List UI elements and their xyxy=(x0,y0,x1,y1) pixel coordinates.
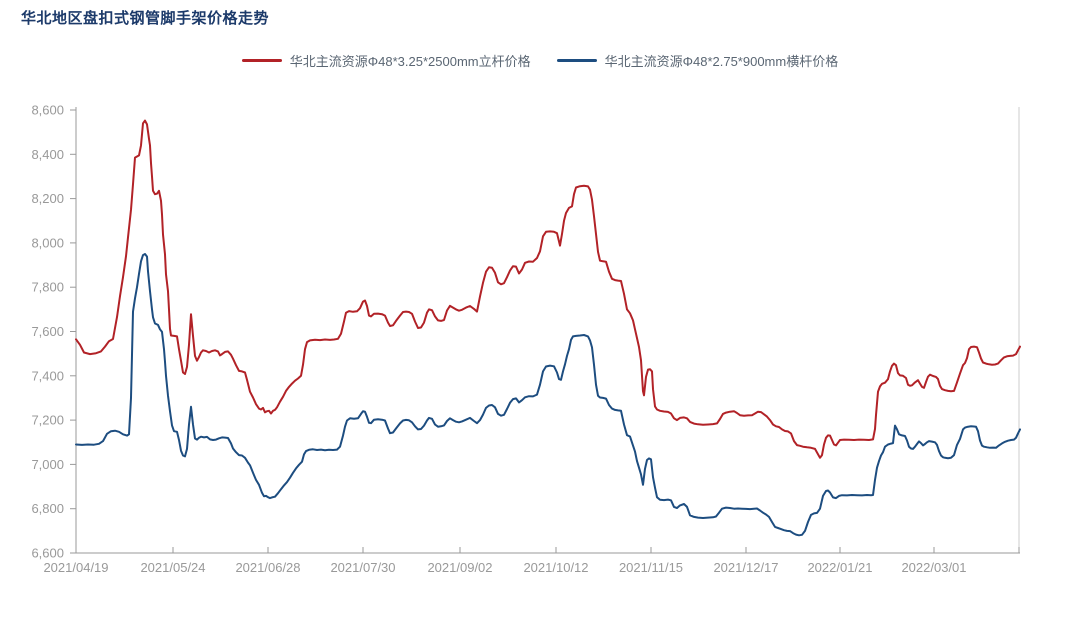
crossbar-price-line xyxy=(75,253,1021,537)
legend: 华北主流资源Φ48*3.25*2500mm立杆价格 华北主流资源Φ48*2.75… xyxy=(0,51,1080,70)
chart-title: 华北地区盘扣式钢管脚手架价格走势 xyxy=(21,10,270,27)
blue-line-swatch xyxy=(556,59,597,62)
legend-item-crossbar-price[interactable]: 华北主流资源Φ48*2.75*900mm横杆价格 xyxy=(556,51,839,70)
y-axis-label: 8,000 xyxy=(31,235,64,250)
y-axis-label: 7,800 xyxy=(31,280,64,295)
red-line-swatch xyxy=(241,59,282,62)
x-axis-label: 2022/03/01 xyxy=(901,560,966,575)
y-axis-label: 8,400 xyxy=(31,147,64,162)
pole-price-line xyxy=(75,119,1021,459)
y-axis-label: 8,600 xyxy=(31,103,64,118)
x-axis-label: 2021/09/02 xyxy=(427,560,492,575)
y-axis-label: 6,800 xyxy=(31,501,64,516)
y-axis-label: 7,000 xyxy=(31,457,64,472)
y-axis-label: 8,200 xyxy=(31,191,64,206)
y-axis-label: 7,400 xyxy=(31,368,64,383)
x-axis-label: 2021/04/19 xyxy=(43,560,108,575)
y-axis-label: 6,600 xyxy=(31,546,64,561)
y-axis-label: 7,600 xyxy=(31,324,64,339)
x-axis-label: 2022/01/21 xyxy=(807,560,872,575)
x-axis-label: 2021/10/12 xyxy=(523,560,588,575)
x-axis-label: 2021/06/28 xyxy=(235,560,300,575)
x-axis-label: 2021/07/30 xyxy=(330,560,395,575)
legend-label-crossbar-price: 华北主流资源Φ48*2.75*900mm横杆价格 xyxy=(604,54,839,69)
y-axis-label: 7,200 xyxy=(31,413,64,428)
legend-label-pole-price: 华北主流资源Φ48*3.25*2500mm立杆价格 xyxy=(289,54,531,69)
x-axis-label: 2021/12/17 xyxy=(713,560,778,575)
legend-item-pole-price[interactable]: 华北主流资源Φ48*3.25*2500mm立杆价格 xyxy=(241,51,531,70)
x-axis-label: 2021/05/24 xyxy=(140,560,205,575)
x-axis-label: 2021/11/15 xyxy=(619,560,683,575)
